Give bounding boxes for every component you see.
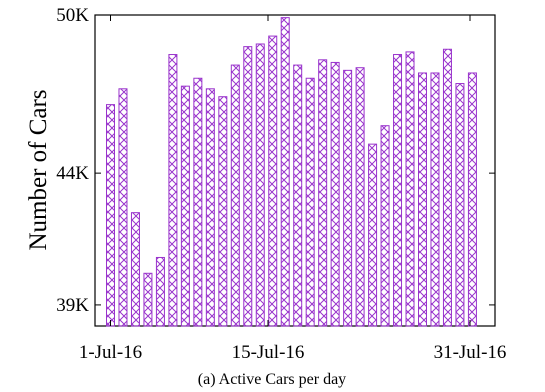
bar [455, 83, 465, 327]
bar [380, 125, 390, 327]
bar [193, 77, 203, 327]
bar [343, 69, 353, 327]
bar [205, 88, 215, 327]
y-tick-label: 39K [56, 295, 89, 316]
bar [268, 35, 278, 327]
bar [255, 43, 265, 327]
y-tick-label: 44K [56, 163, 89, 184]
bar [155, 256, 165, 327]
x-tick-label: 15-Jul-16 [232, 342, 305, 363]
bar [180, 85, 190, 327]
chart-caption: (a) Active Cars per day [198, 371, 346, 388]
bar [405, 51, 415, 327]
bars-group [106, 17, 477, 327]
bar [168, 54, 178, 327]
bar [430, 72, 440, 327]
y-axis-title: Number of Cars [25, 89, 52, 250]
bar [118, 88, 128, 327]
bar [305, 77, 315, 327]
bar [293, 64, 303, 327]
y-axis: 39K 44K 50K [56, 5, 495, 316]
bar [418, 72, 427, 327]
y-tick-label: 50K [56, 5, 89, 26]
bar [318, 59, 328, 327]
bar [243, 46, 253, 327]
bar [130, 212, 140, 327]
bar [230, 64, 240, 327]
x-tick-label: 1-Jul-16 [79, 342, 142, 363]
x-tick-label: 31-Jul-16 [434, 342, 507, 363]
bar [330, 61, 340, 327]
bar [467, 72, 477, 327]
bar [218, 96, 228, 327]
bar [106, 104, 115, 327]
bar [280, 17, 290, 327]
x-axis: 1-Jul-16 15-Jul-16 31-Jul-16 [79, 15, 507, 363]
bar [393, 54, 403, 327]
bar [355, 67, 365, 327]
bar [143, 272, 153, 327]
bar [442, 48, 452, 327]
bar [368, 143, 378, 327]
